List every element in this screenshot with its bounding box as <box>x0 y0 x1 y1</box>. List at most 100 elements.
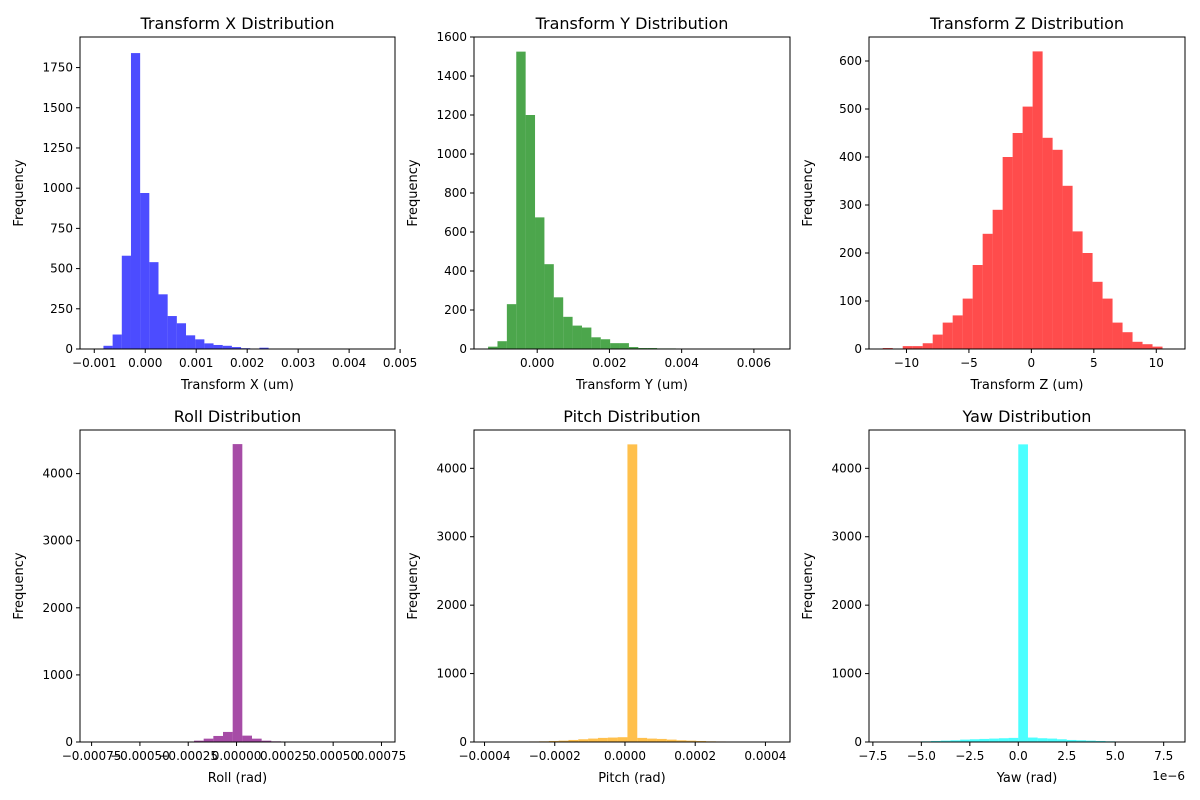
y-tick-label: 0 <box>65 342 73 356</box>
y-tick-label: 0 <box>459 342 467 356</box>
subplot-title: Pitch Distribution <box>563 407 700 426</box>
histogram-bar <box>568 739 579 742</box>
histogram-bar <box>176 323 187 349</box>
y-tick-label: 0 <box>459 735 467 749</box>
x-tick-label: 0.002 <box>230 356 264 370</box>
x-tick-label: 0.005 <box>383 356 417 370</box>
histogram-bar <box>989 738 999 742</box>
y-tick-label: 1000 <box>42 668 73 682</box>
subplot-title: Transform Y Distribution <box>535 14 729 33</box>
histogram-bar <box>950 740 961 742</box>
x-tick-label: −0.00050 <box>110 749 170 763</box>
subplot-2: 0.000 0.002 0.004 0.006 0 200 400 600 800 1000 120… <box>406 14 791 393</box>
histogram-bar <box>204 343 214 349</box>
subplot-title: Transform X Distribution <box>139 14 334 33</box>
histogram-bar <box>223 731 233 742</box>
histogram-bar <box>222 345 232 349</box>
x-tick-label: 10 <box>1149 356 1164 370</box>
histogram-bar <box>1018 444 1028 742</box>
histogram-bar <box>627 444 638 742</box>
histogram-bar <box>637 737 648 742</box>
histogram-bar <box>516 51 526 349</box>
y-tick-label: 3000 <box>831 530 862 544</box>
y-tick-label: 4000 <box>831 461 862 475</box>
y-tick-label: 1600 <box>436 30 467 44</box>
y-tick-label: 2000 <box>831 598 862 612</box>
histogram-bar <box>548 740 559 742</box>
y-tick-label: 500 <box>50 262 73 276</box>
histogram-bar <box>167 316 177 349</box>
y-tick-label: 2000 <box>42 601 73 615</box>
y-axis-label: Frequency <box>12 552 27 619</box>
histogram-bar <box>232 444 243 742</box>
y-tick-label: 1000 <box>42 181 73 195</box>
histogram-bar <box>488 346 498 349</box>
x-tick-label: −0.001 <box>72 356 116 370</box>
y-tick-label: 4000 <box>436 461 467 475</box>
histogram-bar <box>1095 740 1106 742</box>
histogram-bar <box>186 335 196 349</box>
histogram-bar <box>1086 740 1096 742</box>
histogram-bar <box>610 343 620 349</box>
y-tick-label: 1000 <box>436 667 467 681</box>
histogram-bar <box>581 327 592 349</box>
x-tick-label: 0.00000 <box>212 749 262 763</box>
histogram-bar <box>578 739 589 742</box>
x-tick-label: −0.0004 <box>459 749 511 763</box>
histogram-bar <box>261 740 272 742</box>
y-tick-label: 400 <box>839 150 862 164</box>
y-tick-label: 100 <box>839 294 862 308</box>
histogram-bar <box>195 339 205 349</box>
x-axis-label: Roll (rad) <box>208 771 267 786</box>
y-tick-label: 0 <box>854 735 862 749</box>
y-tick-label: 300 <box>839 198 862 212</box>
x-tick-label: −5 <box>960 356 978 370</box>
x-tick-label: 0.000 <box>520 356 554 370</box>
histogram-bar <box>130 53 141 350</box>
x-axis-label: Yaw (rad) <box>996 771 1058 786</box>
x-tick-label: −0.00075 <box>62 749 122 763</box>
histogram-bar <box>1027 737 1038 742</box>
x-tick-label: −0.00025 <box>158 749 218 763</box>
x-tick-label: 0.003 <box>281 356 315 370</box>
axes-frame <box>79 36 396 350</box>
y-axis-label: Frequency <box>12 159 27 226</box>
x-tick-label: 2.5 <box>1057 749 1076 763</box>
x-tick-label: 5.0 <box>1106 749 1125 763</box>
y-tick-label: 200 <box>839 246 862 260</box>
histogram-bar <box>591 337 601 349</box>
histogram-bar <box>1057 739 1067 742</box>
x-tick-label: 0.006 <box>737 356 771 370</box>
y-tick-label: 600 <box>839 54 862 68</box>
x-offset-label: 1e−6 <box>1152 769 1185 783</box>
histogram-bar <box>617 737 628 742</box>
histogram-bar <box>696 740 707 742</box>
histogram-bar <box>1112 322 1123 349</box>
y-tick-label: 1400 <box>436 69 467 83</box>
histogram-bar <box>1012 133 1023 349</box>
histogram-bar <box>922 343 933 349</box>
y-tick-label: 0 <box>854 342 862 356</box>
histogram-bar <box>1092 281 1103 349</box>
histogram-bar <box>203 738 214 742</box>
histogram-bar <box>572 325 582 349</box>
histogram-bar <box>544 264 554 349</box>
histogram-bar <box>676 740 687 742</box>
histogram-bar <box>1076 740 1087 742</box>
histogram-bar <box>259 347 269 349</box>
histogram-bar <box>979 738 990 742</box>
subplot-4: −0.00075−0.00050−0.000250.000000.000250.… <box>12 407 406 786</box>
x-tick-label: 5 <box>1090 356 1098 370</box>
histogram-bar <box>1008 737 1019 742</box>
x-tick-label: 0.0002 <box>674 749 716 763</box>
x-tick-label: 7.5 <box>1154 749 1173 763</box>
x-tick-label: 0.00075 <box>357 749 407 763</box>
x-tick-label: 0.002 <box>592 356 626 370</box>
histogram-bar <box>600 339 611 349</box>
subplot-1: −0.001 0.000 0.001 0.002 0.003 0.004 0.005 0 250… <box>12 14 417 393</box>
histogram-bar <box>506 304 517 349</box>
histogram-bar <box>213 735 224 742</box>
histogram-bar <box>140 193 150 349</box>
axes-frame <box>868 429 1186 743</box>
